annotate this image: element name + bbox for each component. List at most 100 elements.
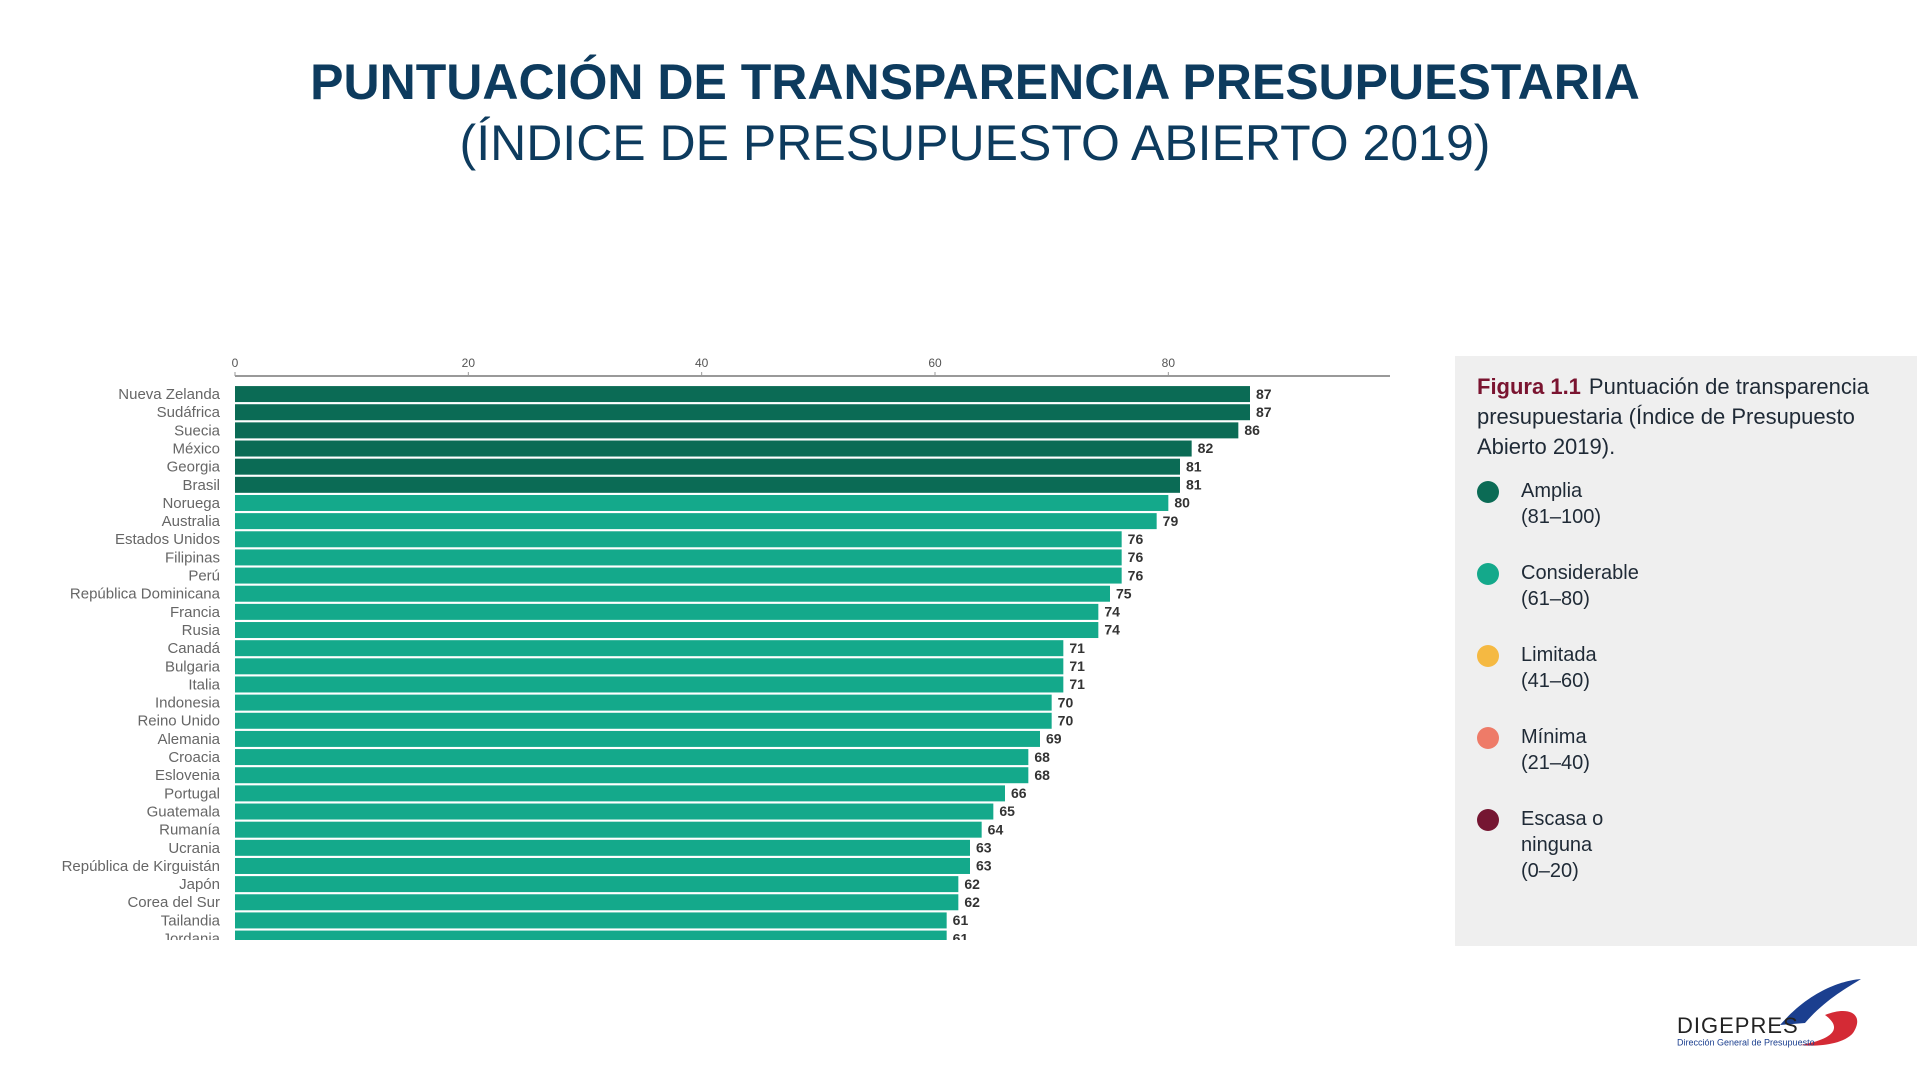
bar [235, 640, 1064, 657]
bar [235, 585, 1110, 602]
bar [235, 603, 1099, 620]
value-label: 74 [1104, 604, 1120, 620]
legend-text: Escasa o ninguna (0–20) [1521, 806, 1631, 884]
y-tick-label: República Dominicana [70, 586, 221, 603]
value-label: 63 [976, 858, 992, 874]
legend-text: Mínima (21–40) [1521, 724, 1590, 776]
y-tick-label: Portugal [164, 785, 220, 802]
plot-area: 87 Nueva Zelanda 87 Sudáfrica 86 Suecia 82 Méxi… [62, 386, 1272, 948]
logo-name: DIGEPRES [1677, 1013, 1799, 1038]
value-label: 80 [1174, 495, 1190, 511]
logo-tagline: Dirección General de Presupuesto [1677, 1037, 1815, 1047]
bar [235, 422, 1239, 439]
bar [235, 622, 1099, 639]
y-tick-label: Canadá [167, 640, 220, 657]
bar [235, 712, 1052, 729]
value-label: 81 [1186, 477, 1202, 493]
legend-item: Mínima (21–40) [1477, 724, 1895, 776]
value-label: 65 [999, 803, 1015, 819]
bar [235, 567, 1122, 584]
y-tick-label: Indonesia [155, 695, 221, 712]
bar [235, 549, 1122, 566]
y-tick-label: Tailandia [161, 912, 221, 929]
y-tick-label: Rusia [182, 622, 221, 639]
y-tick-label: Reino Unido [137, 713, 220, 730]
logo: DIGEPRES Dirección General de Presupuest… [1677, 979, 1861, 1047]
value-label: 66 [1011, 785, 1027, 801]
y-tick-label: Sudáfrica [157, 404, 221, 421]
y-tick-label: Alemania [157, 731, 220, 748]
value-label: 71 [1069, 640, 1085, 656]
legend-swatch [1477, 563, 1499, 585]
legend-range: (0–20) [1521, 860, 1579, 882]
x-tick-label: 20 [462, 356, 476, 370]
value-label: 68 [1034, 767, 1050, 783]
figure-label: Figura 1.1 [1477, 374, 1581, 399]
legend-item: Considerable (61–80) [1477, 560, 1895, 612]
bar [235, 513, 1157, 530]
caption: Figura 1.1 Puntuación de transparencia pr… [1477, 372, 1895, 462]
y-tick-label: Brasil [182, 477, 220, 494]
y-tick-label: Italia [188, 676, 220, 693]
logo-swoosh [1800, 1011, 1858, 1046]
y-tick-label: Nueva Zelanda [118, 386, 220, 403]
legend-item: Limitada (41–60) [1477, 642, 1895, 694]
bar [235, 785, 1005, 802]
y-tick-label: Corea del Sur [127, 894, 220, 911]
value-label: 64 [988, 821, 1004, 837]
y-tick-label: Rumanía [159, 822, 221, 839]
bar [235, 440, 1192, 457]
y-tick-label: Noruega [162, 495, 220, 512]
bar [235, 876, 959, 893]
bar [235, 839, 970, 856]
legend-range: (81–100) [1521, 506, 1602, 528]
title: PUNTUACIÓN DE TRANSPARENCIA PRESUPUESTAR… [310, 54, 1640, 110]
y-tick-label: Eslovenia [155, 767, 221, 784]
bar [235, 749, 1029, 766]
bar [235, 404, 1250, 421]
x-tick-label: 40 [695, 356, 709, 370]
legend-swatch [1477, 481, 1499, 503]
y-tick-label: Ucrania [168, 840, 220, 857]
value-label: 81 [1186, 458, 1202, 474]
value-label: 62 [964, 894, 980, 910]
legend-range: (21–40) [1521, 752, 1590, 774]
legend-name: Mínima [1521, 726, 1587, 748]
bar [235, 386, 1250, 403]
legend-item: Escasa o ninguna (0–20) [1477, 806, 1895, 884]
value-label: 70 [1058, 694, 1074, 710]
legend-item: Amplia (81–100) [1477, 478, 1895, 530]
y-tick-label: Filipinas [165, 549, 220, 566]
value-label: 69 [1046, 731, 1062, 747]
value-label: 68 [1034, 749, 1050, 765]
legend-name: Amplia [1521, 480, 1583, 502]
y-tick-label: Jordania [162, 931, 220, 948]
subtitle: (ÍNDICE DE PRESUPUESTO ABIERTO 2019) [460, 115, 1491, 171]
value-label: 63 [976, 840, 992, 856]
value-label: 76 [1128, 567, 1144, 583]
x-tick-label: 0 [232, 356, 239, 370]
bar [235, 803, 994, 820]
caption-text: Puntuación de transparencia presupuestar… [1477, 374, 1870, 459]
y-tick-label: Australia [162, 513, 221, 530]
legend-name: Considerable [1521, 562, 1639, 584]
value-label: 61 [953, 930, 969, 946]
x-tick-label: 60 [928, 356, 942, 370]
y-tick-label: Guatemala [147, 803, 221, 820]
legend-panel: Figura 1.1 Puntuación de transparencia pr… [1455, 356, 1917, 946]
bar [235, 531, 1122, 548]
legend-swatch [1477, 809, 1499, 831]
bar [235, 676, 1064, 693]
value-label: 87 [1256, 404, 1272, 420]
value-label: 76 [1128, 531, 1144, 547]
bar [235, 894, 959, 911]
legend-swatch [1477, 727, 1499, 749]
bar [235, 857, 970, 874]
bar [235, 930, 947, 940]
bar [235, 767, 1029, 784]
bar [235, 494, 1169, 511]
logo-swoosh [1780, 979, 1861, 1025]
bar [235, 912, 947, 929]
legend: Amplia (81–100) Considerable (61–80) Limitad… [1477, 478, 1895, 884]
